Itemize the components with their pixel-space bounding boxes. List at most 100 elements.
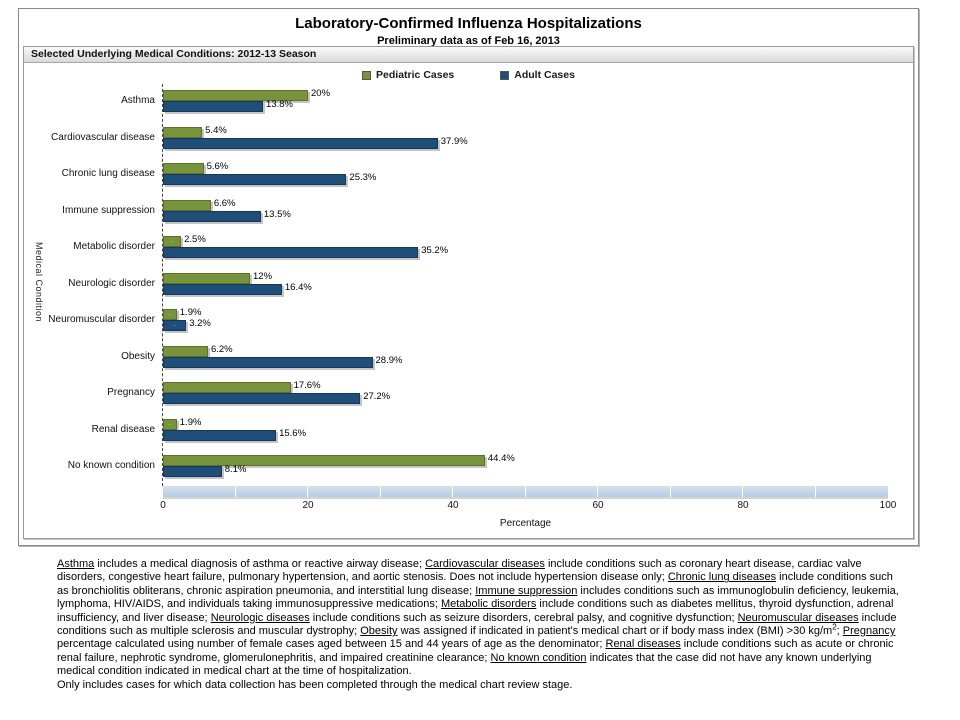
pediatric-bar: [163, 382, 291, 393]
axis-band-segment: [815, 486, 888, 497]
axis-band-segment: [453, 486, 526, 497]
bar-value-label: 27.2%: [363, 391, 391, 402]
bar-value-label: 25.3%: [349, 172, 377, 183]
bar-value-label: 5.6%: [206, 161, 229, 172]
bar-value-label: 13.5%: [263, 208, 291, 220]
category-label: Metabolic disorder: [73, 241, 155, 252]
pediatric-bar: [163, 345, 208, 357]
pediatric-legend-swatch-icon: [362, 70, 372, 80]
x-tick-label: 40: [447, 500, 459, 511]
footnote-segment: includes conditions such as immunoglobul…: [57, 584, 899, 611]
footnote-text: Asthma includes a medical diagnosis of a…: [57, 558, 907, 692]
footnote-segment: includes a medical diagnosis of asthma o…: [94, 558, 426, 570]
footnote-segment: include conditions such as seizure disor…: [309, 611, 738, 624]
pediatric-bar: [163, 309, 177, 320]
legend-label: Adult Cases: [514, 69, 575, 81]
category-label: Chronic lung disease: [61, 168, 155, 179]
footnote-term: Renal diseases: [605, 638, 681, 651]
pediatric-bar: [163, 199, 211, 211]
footnote-paragraph: Asthma includes a medical diagnosis of a…: [57, 558, 907, 679]
bar-row: Obesity 6.2% 28.9%: [121, 340, 888, 377]
bar-value-label: 13.8%: [266, 99, 293, 110]
bar-value-label: 16.4%: [284, 281, 312, 293]
x-tick-label: 0: [160, 500, 166, 511]
axis-band-segment: [525, 486, 598, 497]
adult-bar: [163, 283, 282, 295]
pediatric-bar: [163, 272, 250, 284]
footnote-term: Obesity: [360, 625, 398, 638]
footnote-term: Cardiovascular diseases: [425, 558, 545, 570]
bar-row: Renal disease 1.9% 15.6%: [92, 413, 888, 450]
x-axis-ticks: 0 20 40 60 80 100: [160, 500, 896, 514]
footnote-segment: include conditions such as acute or chro…: [57, 638, 894, 664]
legend-label: Pediatric Cases: [376, 69, 455, 81]
pediatric-bar: [163, 90, 308, 101]
pediatric-bar: [163, 163, 204, 174]
category-label: Neurologic disorder: [68, 277, 155, 289]
legend-item-pediatric: Pediatric Cases: [362, 69, 454, 81]
bar-value-label: 5.4%: [205, 124, 227, 136]
bar-row: Neurologic disorder 12% 16.4%: [68, 267, 888, 304]
axis-band-segment: [235, 486, 308, 497]
pediatric-bar: [163, 236, 182, 247]
chart-legend: Pediatric Cases Adult Cases: [24, 69, 913, 81]
legend-item-adult: Adult Cases: [500, 69, 575, 81]
bar-value-label: 8.1%: [224, 464, 247, 475]
adult-bar: [163, 393, 361, 404]
y-axis-title: Medical Condition: [34, 242, 44, 323]
footnote-segment: 2: [832, 622, 837, 632]
bar-value-label: 44.4%: [487, 453, 515, 464]
bar-row: Chronic lung disease 5.6% 25.3%: [62, 157, 888, 194]
footnote-segment: indicates that the case did not have any…: [57, 651, 872, 678]
axis-band-segment: [670, 486, 743, 497]
bar-row: Metabolic disorder 2.5% 35.2%: [73, 230, 888, 267]
adult-bar: [163, 356, 373, 368]
chart-title: Laboratory-Confirmed Influenza Hospitali…: [295, 15, 642, 32]
category-label: Asthma: [121, 95, 155, 106]
axis-band-segment: [598, 486, 671, 497]
adult-bar: [163, 429, 277, 441]
bar-value-label: 35.2%: [421, 245, 449, 256]
section-header: Selected Underlying Medical Conditions: …: [24, 47, 913, 63]
footnote-term: Asthma: [57, 558, 95, 570]
bar-value-label: 1.9%: [179, 307, 202, 318]
footnote-segment: include conditions such as multiple scle…: [57, 611, 897, 638]
adult-bar: [163, 320, 187, 331]
category-label: Obesity: [121, 350, 155, 362]
x-tick-label: 20: [302, 500, 314, 511]
bar-value-label: 17.6%: [293, 380, 321, 391]
axis-band-segment: [163, 486, 236, 497]
category-label: No known condition: [67, 460, 155, 471]
bar-row: Asthma 20% 13.8%: [121, 84, 888, 121]
footnote-segment: was assigned if indicated in patient's m…: [397, 625, 833, 638]
bar-value-label: 2.5%: [184, 234, 206, 245]
x-axis-band: [163, 486, 888, 497]
footnote-segment: include conditions such as diabetes mell…: [57, 598, 894, 624]
adult-bar: [163, 210, 261, 222]
footnote-segment: include conditions such as bronchiolitis…: [57, 571, 893, 597]
adult-bar: [163, 137, 438, 149]
axis-band-segment: [308, 486, 381, 497]
footnote-paragraph: Only includes cases for which data colle…: [57, 679, 907, 692]
plot-area: Asthma 20% 13.8% Cardiovascular disease 5.4%…: [48, 84, 888, 486]
bar-value-label: 6.6%: [213, 197, 236, 209]
category-label: Immune suppression: [62, 204, 155, 216]
bar-value-label: 15.6%: [279, 427, 307, 439]
bar-value-label: 6.2%: [210, 343, 233, 355]
category-label: Pregnancy: [107, 387, 155, 398]
footnote-segment: percentage calculated using number of fe…: [57, 638, 606, 651]
bar-value-label: 37.9%: [440, 135, 468, 147]
y-axis-line: [162, 84, 163, 486]
adult-legend-swatch-icon: [500, 70, 510, 80]
footnote-term: No known condition: [490, 651, 587, 664]
footnote-segment: include conditions such as coronary hear…: [57, 558, 862, 584]
footnote-term: Metabolic disorders: [440, 598, 537, 611]
footnote-segment: Only includes cases for which data colle…: [57, 678, 573, 691]
pediatric-bar: [163, 126, 203, 138]
bar-row: Pregnancy 17.6% 27.2%: [107, 376, 888, 413]
adult-bar: [163, 101, 264, 112]
footnote-term: Immune suppression: [475, 584, 578, 597]
axis-band-segment: [380, 486, 453, 497]
x-tick-label: 80: [737, 500, 749, 511]
